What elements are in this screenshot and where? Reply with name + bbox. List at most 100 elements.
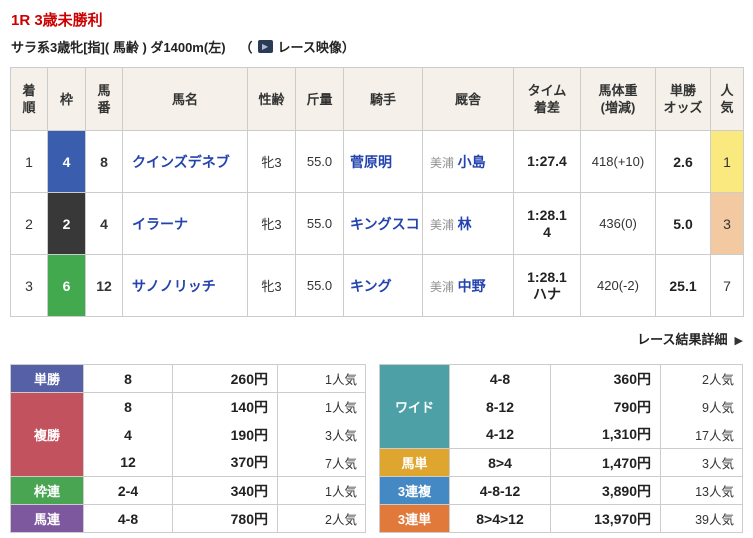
- paren-close: ）: [341, 40, 355, 55]
- column-header-4: 性齢: [247, 67, 296, 131]
- payout-row: ワイド 4-8 360円 2人気: [379, 364, 743, 449]
- payout-favorite-cell: 3人気: [660, 448, 743, 477]
- jockey-cell: キング: [343, 254, 423, 317]
- payout-favorite-cell: 3人気: [277, 420, 366, 449]
- payout-row: 8-12 790円 9人気: [380, 392, 743, 421]
- payout-table-right: ワイド 4-8 360円 2人気 8-12 790円 9人気 4-12 1,310円 17人気 馬単…: [379, 364, 743, 533]
- detail-link-label: レース結果詳細: [637, 332, 728, 347]
- payout-selection-cell: 8>4: [449, 448, 551, 477]
- trainer-link[interactable]: 林: [457, 215, 472, 232]
- sex-age-cell: 牝3: [247, 130, 296, 193]
- time-value: 1:27.4: [527, 153, 567, 169]
- weight-change-cell: 420(-2): [580, 254, 656, 317]
- stable-area: 美浦: [430, 279, 455, 294]
- favorite-cell: 1: [710, 130, 744, 193]
- stable-cell: 美浦 林: [422, 192, 514, 255]
- payout-amount-cell: 3,890円: [550, 476, 661, 505]
- payout-row: 枠連 2-4 340円 1人気: [10, 476, 366, 505]
- time-cell: 1:28.1 4: [513, 192, 581, 255]
- table-row: 1 4 8 クインズデネブ 牝3 55.0 菅原明 美浦 小島 1:27.4 418(+10) 2.…: [10, 130, 744, 193]
- race-video-label: レース映像: [277, 40, 342, 55]
- payout-type-cell: 単勝: [10, 364, 84, 393]
- column-header-5: 斤量: [295, 67, 344, 131]
- frame-cell: 4: [47, 130, 86, 193]
- payout-selection-cell: 4-8: [83, 504, 173, 533]
- column-header-10: 単勝 オッズ: [655, 67, 711, 131]
- payout-favorite-cell: 2人気: [277, 504, 366, 533]
- race-result-detail-link[interactable]: レース結果詳細 ▶: [637, 332, 743, 347]
- horse-name-cell: サノノリッチ: [122, 254, 248, 317]
- jockey-link[interactable]: キング: [350, 277, 392, 294]
- payout-type-cell: 3連複: [379, 476, 450, 505]
- jockey-link[interactable]: キングスコ: [350, 215, 420, 232]
- time-cell: 1:28.1 ハナ: [513, 254, 581, 317]
- payout-favorite-cell: 17人気: [660, 420, 743, 449]
- horse-number-cell: 4: [85, 192, 123, 255]
- margin-value: ハナ: [533, 285, 561, 302]
- payout-row: 3連複 4-8-12 3,890円 13人気: [379, 476, 743, 505]
- payout-type-cell: 複勝: [10, 392, 84, 477]
- position-cell: 2: [10, 192, 48, 255]
- payout-section: 単勝 8 260円 1人気 複勝 8 140円 1人気 4 190円 3人気 12 370円 7人気 枠連 2…: [10, 364, 743, 533]
- table-row: 2 2 4 イラーナ 牝3 55.0 キングスコ 美浦 林 1:28.1 4 436(0) 5.0 3: [10, 192, 744, 255]
- payout-amount-cell: 780円: [172, 504, 278, 533]
- race-video-link[interactable]: （ ▶ レース映像）: [240, 37, 355, 56]
- odds-cell: 2.6: [655, 130, 711, 193]
- payout-row: 馬連 4-8 780円 2人気: [10, 504, 366, 533]
- weight-change-cell: 436(0): [580, 192, 656, 255]
- weight-cell: 55.0: [295, 192, 344, 255]
- payout-amount-cell: 1,310円: [550, 420, 661, 449]
- payout-favorite-cell: 2人気: [660, 364, 743, 393]
- arrow-right-icon: ▶: [734, 335, 743, 347]
- race-conditions-row: サラ系3歳牝[指]( 馬齢 ) ダ1400m(左) （ ▶ レース映像）: [10, 37, 743, 67]
- payout-selection-cell: 8>4>12: [449, 504, 551, 533]
- column-header-3: 馬名: [122, 67, 248, 131]
- favorite-cell: 7: [710, 254, 744, 317]
- payout-row: 馬単 8>4 1,470円 3人気: [379, 448, 743, 477]
- stable-cell: 美浦 小島: [422, 130, 514, 193]
- payout-favorite-cell: 1人気: [277, 476, 366, 505]
- paren-open: （: [239, 40, 253, 55]
- jockey-cell: キングスコ: [343, 192, 423, 255]
- stable-area: 美浦: [430, 155, 455, 170]
- column-header-9: 馬体重 (増減): [580, 67, 656, 131]
- payout-type-cell: ワイド: [379, 364, 450, 449]
- frame-cell: 2: [47, 192, 86, 255]
- payout-amount-cell: 260円: [172, 364, 278, 393]
- payout-row: 複勝 8 140円 1人気: [10, 392, 366, 477]
- weight-change-cell: 418(+10): [580, 130, 656, 193]
- jockey-link[interactable]: 菅原明: [350, 153, 392, 170]
- payout-favorite-cell: 1人気: [277, 392, 366, 421]
- horse-name-link[interactable]: クインズデネブ: [132, 153, 230, 170]
- payout-amount-cell: 790円: [550, 392, 661, 421]
- payout-selection-cell: 4-8-12: [449, 476, 551, 505]
- payout-type-cell: 馬単: [379, 448, 450, 477]
- video-icon: ▶: [257, 40, 273, 53]
- payout-favorite-cell: 7人気: [277, 448, 366, 477]
- odds-cell: 5.0: [655, 192, 711, 255]
- payout-row: 4 190円 3人気: [11, 420, 366, 449]
- payout-selection-cell: 4: [83, 420, 173, 449]
- trainer-link[interactable]: 中野: [457, 277, 486, 294]
- spacer: [366, 364, 379, 533]
- race-title: 1R 3歳未勝利: [11, 12, 103, 29]
- jockey-cell: 菅原明: [343, 130, 423, 193]
- margin-value: 4: [543, 223, 551, 240]
- payout-amount-cell: 140円: [172, 392, 278, 421]
- payout-amount-cell: 13,970円: [550, 504, 661, 533]
- weight-cell: 55.0: [295, 130, 344, 193]
- payout-type-cell: 枠連: [10, 476, 84, 505]
- horse-name-link[interactable]: イラーナ: [132, 215, 188, 232]
- trainer-link[interactable]: 小島: [457, 153, 486, 170]
- favorite-cell: 3: [710, 192, 744, 255]
- sex-age-cell: 牝3: [247, 254, 296, 317]
- horse-name-link[interactable]: サノノリッチ: [132, 277, 216, 294]
- table-row: 3 6 12 サノノリッチ 牝3 55.0 キング 美浦 中野 1:28.1 ハナ 420(-2) 2…: [10, 254, 744, 317]
- results-header-row: 着 順枠馬 番馬名 性齢 斤量 騎手 厩舎 タイム 着差 馬体重 (増減) 単勝 オッズ人 気: [10, 67, 744, 131]
- time-value: 1:28.1: [527, 268, 567, 285]
- payout-favorite-cell: 1人気: [277, 364, 366, 393]
- time-value: 1:28.1: [527, 206, 567, 223]
- payout-row: 12 370円 7人気: [11, 448, 366, 477]
- race-results-table: 着 順枠馬 番馬名 性齢 斤量 騎手 厩舎 タイム 着差 馬体重 (増減) 単勝 オッズ人 気…: [10, 67, 744, 317]
- stable-area: 美浦: [430, 217, 455, 232]
